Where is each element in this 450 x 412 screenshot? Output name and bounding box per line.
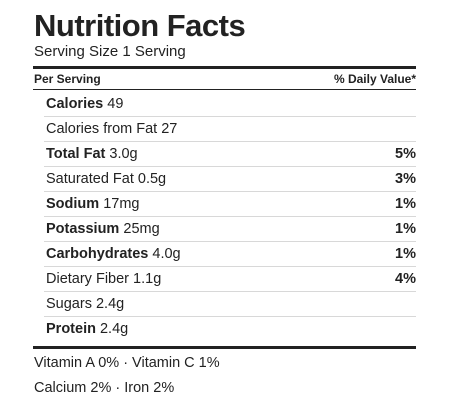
row-divider xyxy=(44,291,416,292)
nutrient-name: Sodium 17mg xyxy=(46,192,139,216)
nutrient-amount: 49 xyxy=(107,96,124,112)
nutrient-name: Calories from Fat 27 xyxy=(46,117,177,141)
nutrient-label: Calories from Fat xyxy=(46,121,158,137)
nutrient-name: Calories 49 xyxy=(46,92,123,116)
nutrient-label: Protein xyxy=(46,321,96,337)
bottom-thick-rule xyxy=(33,346,416,349)
label-title: Nutrition Facts xyxy=(34,8,246,43)
row-divider xyxy=(44,216,416,217)
row-divider xyxy=(44,266,416,267)
nutrient-label: Carbohydrates xyxy=(46,246,149,262)
row-divider xyxy=(44,191,416,192)
nutrient-row: Sugars 2.4g xyxy=(46,292,416,316)
nutrient-row: Sodium 17mg 1% xyxy=(46,192,416,216)
nutrient-row: Carbohydrates 4.0g 1% xyxy=(46,242,416,266)
daily-value-header: % Daily Value* xyxy=(333,72,416,86)
nutrient-name: Potassium 25mg xyxy=(46,217,160,241)
nutrient-row: Total Fat 3.0g 5% xyxy=(46,142,416,166)
row-divider xyxy=(44,116,416,117)
row-divider xyxy=(44,316,416,317)
nutrient-row: Calories 49 xyxy=(46,92,416,116)
daily-value-percent: 5% xyxy=(395,146,416,162)
nutrient-label: Sodium xyxy=(46,196,100,212)
per-serving-header: Per Serving xyxy=(34,72,101,86)
daily-value-percent: 3% xyxy=(395,171,416,187)
vitamins-line-2: Calcium 2% · Iron 2% xyxy=(34,380,175,396)
serving-size: Serving Size 1 Serving xyxy=(34,43,186,60)
nutrient-row: Dietary Fiber 1.1g 4% xyxy=(46,267,416,291)
nutrient-amount: 17mg xyxy=(103,196,140,212)
nutrient-amount: 4.0g xyxy=(152,246,181,262)
nutrient-label: Saturated Fat xyxy=(46,171,134,187)
header-rule xyxy=(33,89,416,90)
nutrient-amount: 1.1g xyxy=(133,271,162,287)
nutrient-row: Protein 2.4g xyxy=(46,317,416,341)
nutrient-amount: 3.0g xyxy=(109,146,138,162)
nutrient-amount: 2.4g xyxy=(99,321,129,337)
vitamins-line-1: Vitamin A 0% · Vitamin C 1% xyxy=(34,355,220,371)
daily-value-percent: 4% xyxy=(395,271,416,287)
daily-value-percent: 1% xyxy=(395,196,416,212)
nutrient-label: Sugars xyxy=(46,296,92,312)
nutrient-amount: 2.4g xyxy=(95,296,125,312)
nutrient-row: Calories from Fat 27 xyxy=(46,117,416,141)
row-divider xyxy=(44,166,416,167)
nutrient-name: Saturated Fat 0.5g xyxy=(46,167,166,191)
daily-value-percent: 1% xyxy=(395,221,416,237)
nutrient-name: Carbohydrates 4.0g xyxy=(46,242,181,266)
nutrient-label: Calories xyxy=(46,96,104,112)
nutrient-label: Dietary Fiber xyxy=(46,271,129,287)
nutrient-name: Total Fat 3.0g xyxy=(46,142,138,166)
nutrient-name: Protein 2.4g xyxy=(46,317,128,341)
nutrient-name: Dietary Fiber 1.1g xyxy=(46,267,161,291)
nutrient-row: Potassium 25mg 1% xyxy=(46,217,416,241)
nutrient-amount: 27 xyxy=(161,121,178,137)
nutrient-amount: 25mg xyxy=(123,221,160,237)
row-divider xyxy=(44,141,416,142)
top-thick-rule xyxy=(33,66,416,69)
daily-value-percent: 1% xyxy=(395,246,416,262)
nutrient-label: Potassium xyxy=(46,221,120,237)
row-divider xyxy=(44,241,416,242)
nutrient-amount: 0.5g xyxy=(137,171,167,187)
nutrient-name: Sugars 2.4g xyxy=(46,292,124,316)
nutrient-row: Saturated Fat 0.5g 3% xyxy=(46,167,416,191)
nutrient-label: Total Fat xyxy=(46,146,106,162)
